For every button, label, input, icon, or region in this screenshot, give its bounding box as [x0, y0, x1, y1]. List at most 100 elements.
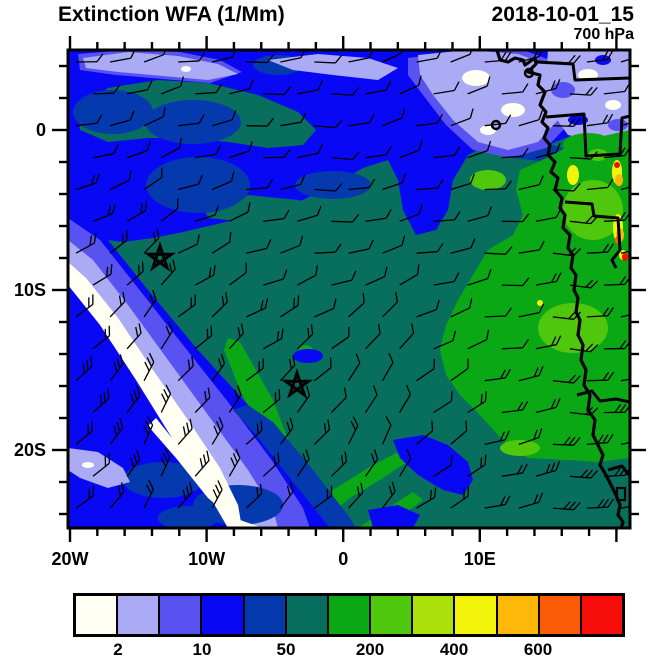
- wind-barb: [484, 430, 510, 446]
- wind-barb: [467, 206, 493, 222]
- wind-barb: [229, 202, 251, 222]
- wind-barb: [433, 211, 461, 222]
- wind-barb: [620, 183, 630, 191]
- wind-barb: [518, 365, 544, 382]
- wind-barb: [450, 358, 469, 382]
- wind-barb: [467, 329, 490, 350]
- wind-barb: [178, 52, 206, 63]
- wind-barb: [92, 388, 110, 413]
- y-axis-label-20S: 20S: [14, 440, 46, 460]
- wind-barb: [109, 291, 126, 318]
- wind-barb: [535, 143, 561, 159]
- coast-feature: [615, 486, 627, 502]
- wind-barb: [331, 326, 350, 350]
- wind-barb: [75, 114, 103, 127]
- x-axis-label-10E: 10E: [464, 549, 496, 569]
- wind-barb: [262, 328, 284, 350]
- wind-barb: [467, 454, 487, 477]
- wind-barb: [586, 498, 615, 509]
- colorbar-tick-label-200: 200: [355, 640, 385, 659]
- wind-barb: [211, 292, 228, 318]
- island-outline: [523, 67, 535, 79]
- wind-barb: [535, 397, 561, 414]
- country-border: [545, 112, 630, 158]
- wind-barb: [109, 482, 125, 509]
- wind-barb: [518, 492, 544, 509]
- wind-barb: [75, 486, 95, 509]
- wind-barb: [416, 299, 440, 318]
- wind-barb: [450, 173, 475, 191]
- wind-barb: [314, 119, 343, 129]
- wind-barb: [177, 356, 194, 382]
- wind-barb: [194, 325, 213, 350]
- wind-barb: [160, 137, 182, 159]
- wind-barb: [126, 80, 153, 95]
- wind-barb: [92, 84, 121, 95]
- wind-barb: [211, 231, 232, 254]
- wind-barb: [364, 449, 379, 477]
- wind-barb: [246, 117, 274, 127]
- wind-barb: [177, 418, 193, 445]
- wind-barb: [228, 262, 247, 286]
- wind-barb: [280, 295, 300, 318]
- wind-barb: [620, 439, 630, 446]
- wind-barb: [518, 303, 545, 318]
- wind-barb: [246, 298, 269, 318]
- wind-barb: [212, 50, 238, 63]
- wind-barb: [620, 247, 630, 254]
- wind-barb: [450, 50, 474, 63]
- wind-barb: [501, 339, 529, 350]
- wind-barb: [297, 265, 319, 286]
- map-plot: 20W 10W 0 10E 0 10S 20S: [14, 36, 646, 569]
- wind-barb: [552, 54, 581, 64]
- colorbar-cell-10: [453, 596, 496, 634]
- x-axis-label-0: 0: [338, 549, 348, 569]
- wind-barb: [143, 289, 157, 318]
- wind-barb: [569, 469, 598, 479]
- wind-barb: [535, 272, 562, 286]
- wind-barb: [552, 311, 582, 320]
- wind-barb: [126, 323, 142, 350]
- wind-barb: [178, 174, 203, 191]
- wind-barb: [160, 384, 172, 413]
- wind-barb: [365, 266, 388, 286]
- wind-barb: [484, 180, 512, 191]
- wind-barb: [535, 335, 562, 350]
- wind-barb: [535, 208, 562, 222]
- wind-barb: [160, 259, 176, 286]
- wind-barb: [433, 146, 461, 159]
- wind-barb: [518, 110, 544, 127]
- wind-barb: [92, 203, 116, 222]
- colorbar-cell-11: [495, 596, 538, 634]
- wind-barb: [75, 53, 104, 63]
- colorbar-labels: 2 10 50 200 400 600: [73, 640, 625, 662]
- wind-barb: [416, 358, 436, 382]
- wind-barb: [416, 113, 443, 127]
- wind-barb: [143, 107, 166, 127]
- wind-barbs-layer: [75, 50, 630, 511]
- wind-barb: [296, 324, 314, 350]
- wind-barb: [347, 353, 361, 382]
- wind-barb: [416, 420, 434, 445]
- colorbar: [73, 593, 625, 637]
- wind-barb: [586, 178, 614, 191]
- wind-barb: [92, 325, 111, 350]
- wind-barb: [433, 330, 457, 350]
- wind-barb: [399, 140, 423, 159]
- wind-barb: [620, 118, 630, 127]
- wind-barb: [211, 480, 223, 509]
- colorbar-tick-label-400: 400: [439, 640, 469, 659]
- wind-barb: [450, 108, 474, 127]
- wind-barb: [75, 173, 100, 191]
- wind-barb: [228, 323, 245, 350]
- wind-barb: [75, 233, 97, 254]
- wind-barb: [296, 449, 310, 477]
- wind-barb: [229, 141, 253, 159]
- wind-barb: [245, 483, 263, 509]
- wind-barb: [228, 385, 242, 413]
- country-border: [536, 60, 630, 82]
- wind-barb: [484, 307, 512, 318]
- wind-barb: [143, 416, 154, 445]
- wind-barb: [501, 277, 530, 287]
- wind-barb: [365, 80, 392, 95]
